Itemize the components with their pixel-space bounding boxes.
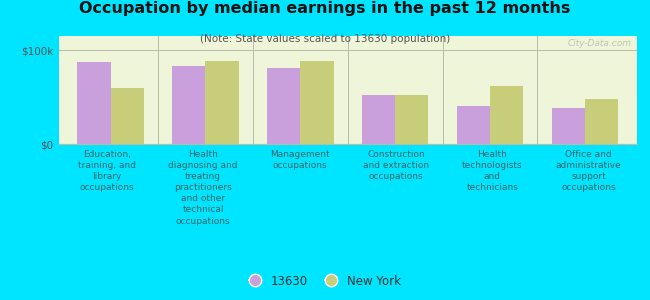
Bar — [111, 88, 144, 144]
Bar — [552, 108, 585, 144]
Text: Construction
and extraction
occupations: Construction and extraction occupations — [363, 150, 429, 181]
Text: Health
technologists
and
technicians: Health technologists and technicians — [462, 150, 523, 192]
Text: (Note: State values scaled to 13630 population): (Note: State values scaled to 13630 popu… — [200, 34, 450, 44]
Bar — [585, 99, 618, 144]
Text: Health
diagnosing and
treating
practitioners
and other
technical
occupations: Health diagnosing and treating practitio… — [168, 150, 238, 226]
Bar — [490, 86, 523, 144]
Bar — [267, 68, 300, 144]
Bar — [362, 95, 395, 144]
Legend: 13630, New York: 13630, New York — [244, 270, 406, 292]
Bar — [457, 106, 490, 144]
Text: City-Data.com: City-Data.com — [567, 39, 631, 48]
Text: Office and
administrative
support
occupations: Office and administrative support occupa… — [556, 150, 621, 192]
Bar — [300, 61, 333, 144]
Bar — [172, 66, 205, 144]
Bar — [77, 62, 110, 144]
Text: Education,
training, and
library
occupations: Education, training, and library occupat… — [78, 150, 136, 192]
Text: Management
occupations: Management occupations — [270, 150, 330, 170]
Text: Occupation by median earnings in the past 12 months: Occupation by median earnings in the pas… — [79, 2, 571, 16]
Bar — [205, 61, 239, 144]
Bar — [395, 95, 428, 144]
